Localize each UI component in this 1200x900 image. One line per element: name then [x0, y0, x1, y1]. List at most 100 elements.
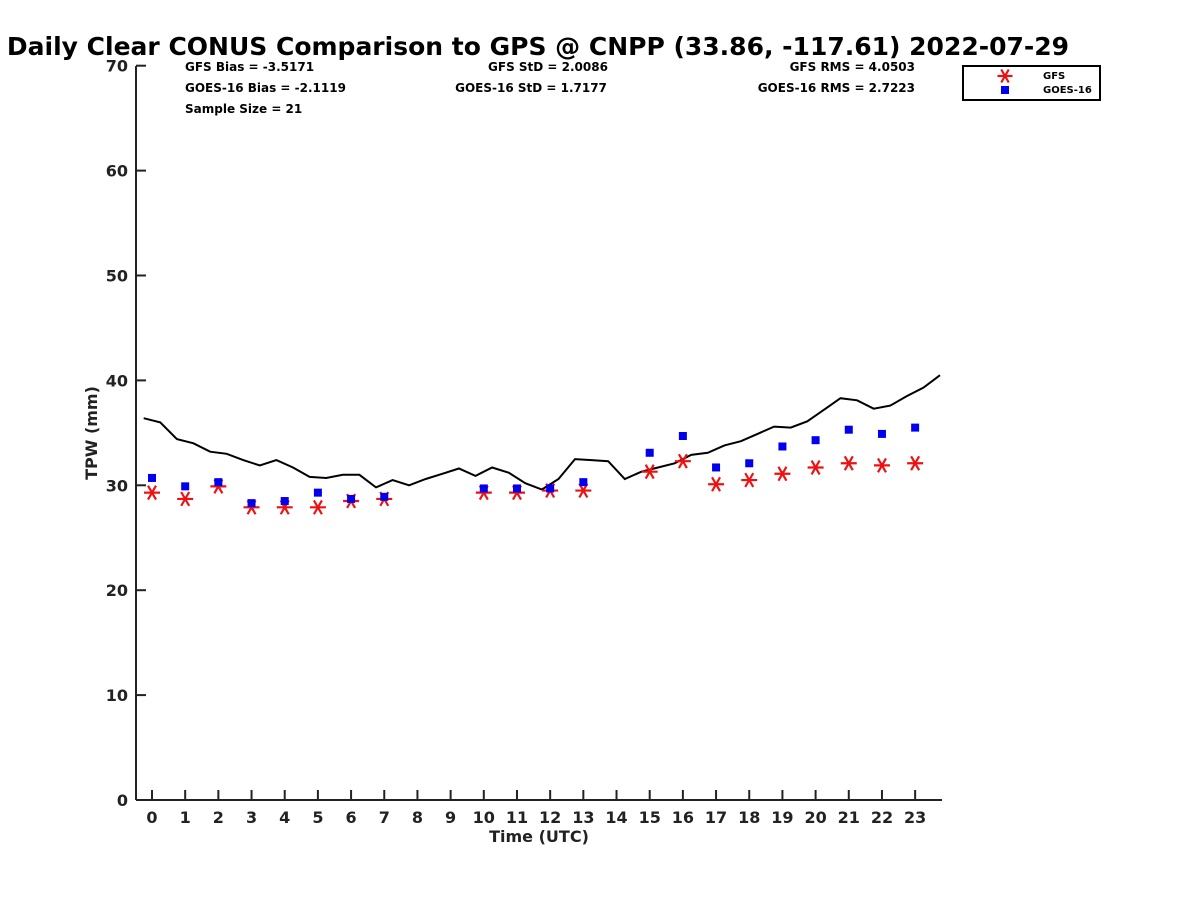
gfs-point: [774, 466, 791, 482]
x-axis-ticks: 0 1 2 3 4 5 6 7 8 9 10 11 12 13 14 15 16 17 18 19 20 21 22 23: [146, 790, 926, 827]
goes16-point: [380, 492, 389, 501]
goes16-point: [811, 436, 820, 445]
stat-gfs-std: GFS StD = 2.0086: [488, 60, 608, 74]
legend-box: [962, 65, 1101, 101]
x-tick-label: 12: [539, 808, 561, 827]
x-tick-label: 15: [639, 808, 661, 827]
goes16-point: [214, 478, 223, 487]
goes16-point: [745, 459, 754, 468]
x-tick-label: 6: [346, 808, 357, 827]
x-tick-label: 7: [379, 808, 390, 827]
legend-gfs-marker: [997, 68, 1013, 84]
y-tick-label: 10: [106, 686, 128, 705]
x-tick-label: 18: [738, 808, 760, 827]
x-tick-label: 22: [871, 808, 893, 827]
stat-gfs-bias: GFS Bias = -3.5171: [185, 60, 314, 74]
x-axis-label: Time (UTC): [489, 827, 589, 846]
gfs-point-stroke: [843, 455, 854, 471]
x-tick-label: 23: [904, 808, 926, 827]
x-tick-label: 13: [572, 808, 594, 827]
gfs-point-stroke: [180, 491, 191, 507]
y-axis-label: TPW (mm): [82, 386, 101, 480]
stat-goes16-std: GOES-16 StD = 1.7177: [455, 81, 607, 95]
series-goes16: [148, 423, 920, 508]
goes16-point: [778, 442, 787, 451]
goes16-point: [645, 448, 654, 457]
x-tick-label: 10: [473, 808, 495, 827]
y-tick-label: 20: [106, 581, 128, 600]
chart-title: Daily Clear CONUS Comparison to GPS @ CN…: [7, 32, 1069, 61]
y-tick-label: 70: [106, 57, 128, 76]
goes16-point: [313, 488, 322, 497]
y-axis-ticks: 0 10 20 30 40 50 60 70: [106, 57, 146, 810]
goes16-point: [347, 494, 356, 503]
gfs-point: [309, 499, 326, 515]
gfs-point: [708, 476, 725, 492]
x-tick-label: 2: [213, 808, 224, 827]
series-gfs: [144, 453, 924, 515]
goes16-point: [579, 478, 588, 487]
x-tick-label: 21: [838, 808, 860, 827]
gfs-point-stroke: [711, 476, 722, 492]
goes16-point: [479, 484, 488, 493]
stat-goes16-rms: GOES-16 RMS = 2.7223: [758, 81, 915, 95]
x-tick-label: 16: [672, 808, 694, 827]
gfs-point-stroke: [777, 466, 788, 482]
gfs-point-stroke: [744, 472, 755, 488]
goes16-point: [247, 499, 256, 508]
gfs-point: [873, 457, 890, 473]
x-tick-label: 8: [412, 808, 423, 827]
gfs-point-stroke: [910, 455, 921, 471]
gfs-point: [840, 455, 857, 471]
x-tick-label: 0: [146, 808, 157, 827]
x-tick-label: 4: [279, 808, 290, 827]
legend-goes16-label: GOES-16: [1043, 85, 1092, 96]
legend-gfs-label: GFS: [1043, 71, 1065, 82]
goes16-point: [877, 429, 886, 438]
stat-goes16-bias: GOES-16 Bias = -2.1119: [185, 81, 346, 95]
goes16-point: [181, 482, 190, 491]
goes16-point: [148, 473, 156, 482]
y-tick-label: 50: [106, 267, 128, 286]
gfs-point: [144, 485, 160, 501]
stats-block: GFS Bias = -3.5171 GOES-16 Bias = -2.111…: [185, 60, 915, 116]
stat-sample-size: Sample Size = 21: [185, 102, 302, 116]
stat-gfs-rms: GFS RMS = 4.0503: [790, 60, 915, 74]
goes16-point: [512, 484, 521, 493]
gfs-point: [741, 472, 758, 488]
x-tick-label: 1: [180, 808, 191, 827]
y-tick-label: 60: [106, 162, 128, 181]
gfs-point-stroke: [810, 459, 821, 475]
series-line-path: [143, 374, 941, 491]
x-tick-label: 5: [312, 808, 323, 827]
goes16-point: [280, 497, 289, 506]
series-line: [143, 374, 941, 491]
goes16-point: [844, 425, 853, 434]
goes16-point: [678, 431, 687, 440]
goes16-point: [546, 484, 555, 493]
goes16-point: [712, 463, 721, 472]
gfs-point: [674, 453, 691, 469]
y-tick-label: 0: [117, 791, 128, 810]
gfs-point-stroke: [677, 453, 688, 469]
x-tick-label: 11: [506, 808, 528, 827]
gfs-point-stroke: [877, 457, 887, 473]
legend-gfs-asterisk: [997, 68, 1013, 84]
gfs-point: [807, 459, 824, 475]
gfs-point-stroke: [147, 485, 157, 501]
legend: GFS GOES-16: [962, 65, 1101, 101]
x-tick-label: 19: [771, 808, 793, 827]
gfs-point: [177, 491, 194, 507]
legend-goes16-marker: [1001, 86, 1009, 94]
legend-gfs-asterisk-stroke: [1000, 68, 1010, 84]
gfs-point: [907, 455, 924, 471]
goes16-point: [911, 423, 920, 432]
y-tick-label: 40: [106, 371, 128, 390]
gfs-point-stroke: [644, 464, 655, 480]
x-tick-label: 17: [705, 808, 727, 827]
gfs-point-stroke: [312, 499, 323, 515]
x-tick-label: 9: [445, 808, 456, 827]
x-tick-label: 14: [605, 808, 627, 827]
y-tick-label: 30: [106, 476, 128, 495]
